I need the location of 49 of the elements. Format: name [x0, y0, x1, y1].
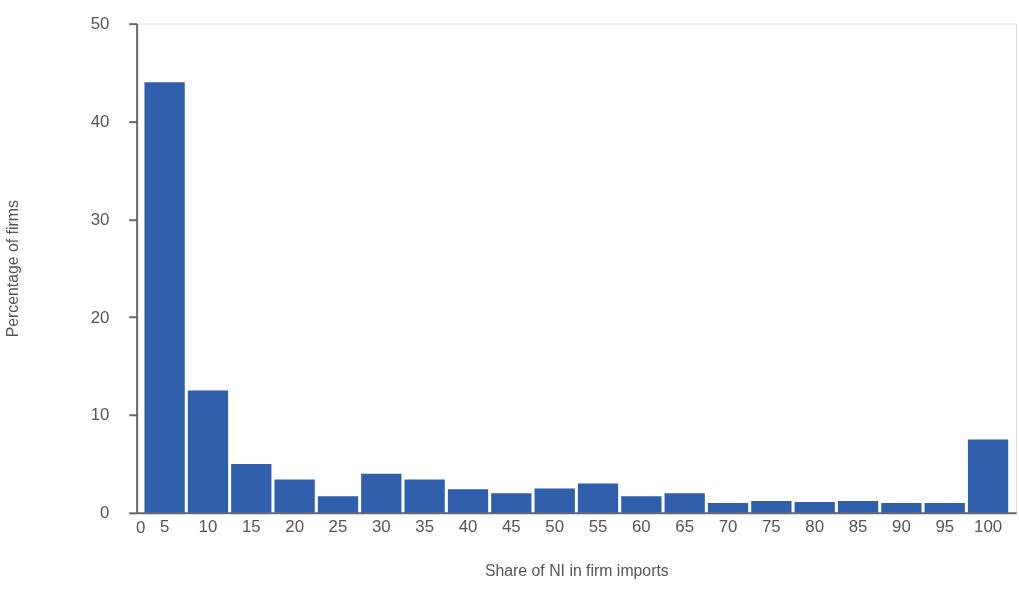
bar [577, 483, 619, 513]
y-tick-label: 30 [90, 209, 110, 229]
x-tick-label: 30 [371, 517, 391, 537]
bar [707, 503, 749, 513]
y-tick-label: 50 [90, 14, 110, 34]
bar [924, 503, 965, 513]
bar [447, 489, 489, 513]
bar [404, 479, 445, 513]
bar [231, 463, 272, 513]
x-tick-label: 65 [675, 517, 695, 537]
bar [534, 488, 575, 513]
bar [187, 390, 229, 513]
bar [881, 503, 922, 513]
x-tick-label: 45 [501, 517, 521, 537]
y-tick-label: 0 [100, 503, 110, 523]
x-tick-label: 5 [159, 517, 170, 537]
y-tick-label: 40 [90, 111, 110, 131]
y-tick-label: 10 [90, 405, 110, 425]
x-tick-label: 40 [458, 517, 478, 537]
y-axis-title: Percentage of firms [4, 200, 22, 338]
x-tick-label: 95 [935, 517, 955, 537]
bar [794, 502, 835, 513]
bar [144, 82, 185, 513]
x-tick-label: 100 [974, 517, 1003, 537]
x-tick-label: 80 [805, 517, 825, 537]
bar [361, 473, 402, 513]
x-tick-label: 50 [545, 517, 565, 537]
bar [274, 479, 315, 513]
x-tick-label: 25 [328, 517, 348, 537]
x-tick-label: 60 [631, 517, 651, 537]
x-tick-label: 15 [241, 517, 261, 537]
x-tick-label: 70 [718, 517, 738, 537]
bar [621, 496, 662, 513]
bar [837, 501, 879, 513]
bar [967, 439, 1009, 513]
x-tick-label: 35 [415, 517, 435, 537]
x-tick-label: 55 [588, 517, 608, 537]
x-tick-label: 75 [762, 517, 781, 537]
x-tick-label: 10 [198, 517, 218, 537]
x-tick-label: 20 [285, 517, 304, 537]
y-tick-label: 20 [90, 307, 110, 327]
bar [664, 493, 705, 513]
x-tick-label: 90 [892, 517, 911, 537]
bar [751, 501, 792, 513]
bar [491, 493, 532, 513]
x-tick-label: 85 [848, 517, 868, 537]
text: 0 [135, 517, 146, 537]
x-axis-title: Share of NI in firm imports [484, 561, 669, 579]
bar [317, 496, 359, 513]
